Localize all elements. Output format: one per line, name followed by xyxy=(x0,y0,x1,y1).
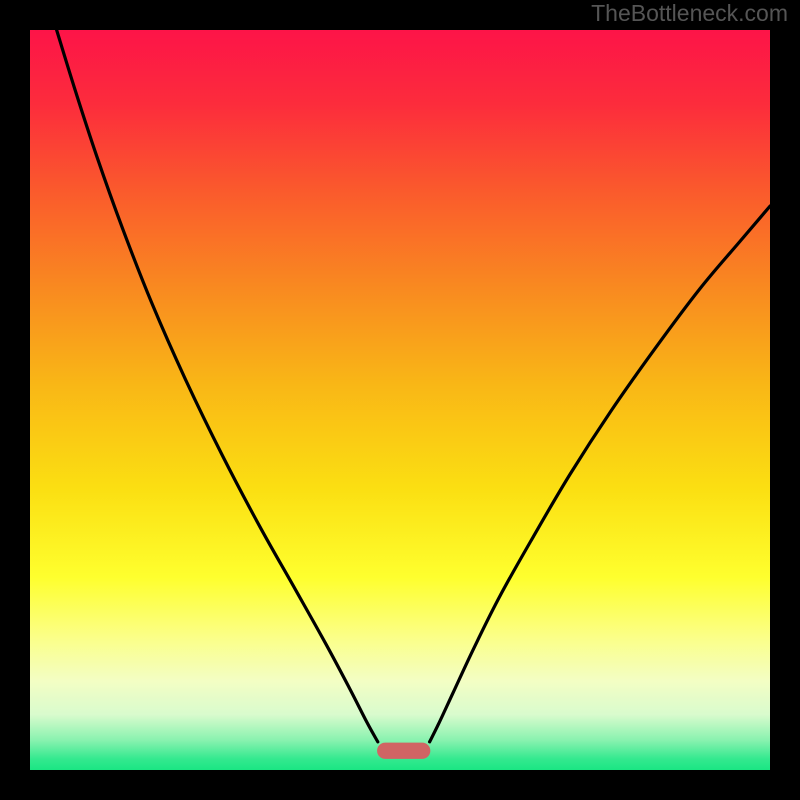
chart-frame: TheBottleneck.com xyxy=(0,0,800,800)
watermark-text: TheBottleneck.com xyxy=(591,0,788,27)
chart-plot-area xyxy=(30,30,770,770)
bottleneck-chart-svg xyxy=(30,30,770,770)
optimum-marker xyxy=(377,743,430,759)
gradient-background xyxy=(30,30,770,770)
